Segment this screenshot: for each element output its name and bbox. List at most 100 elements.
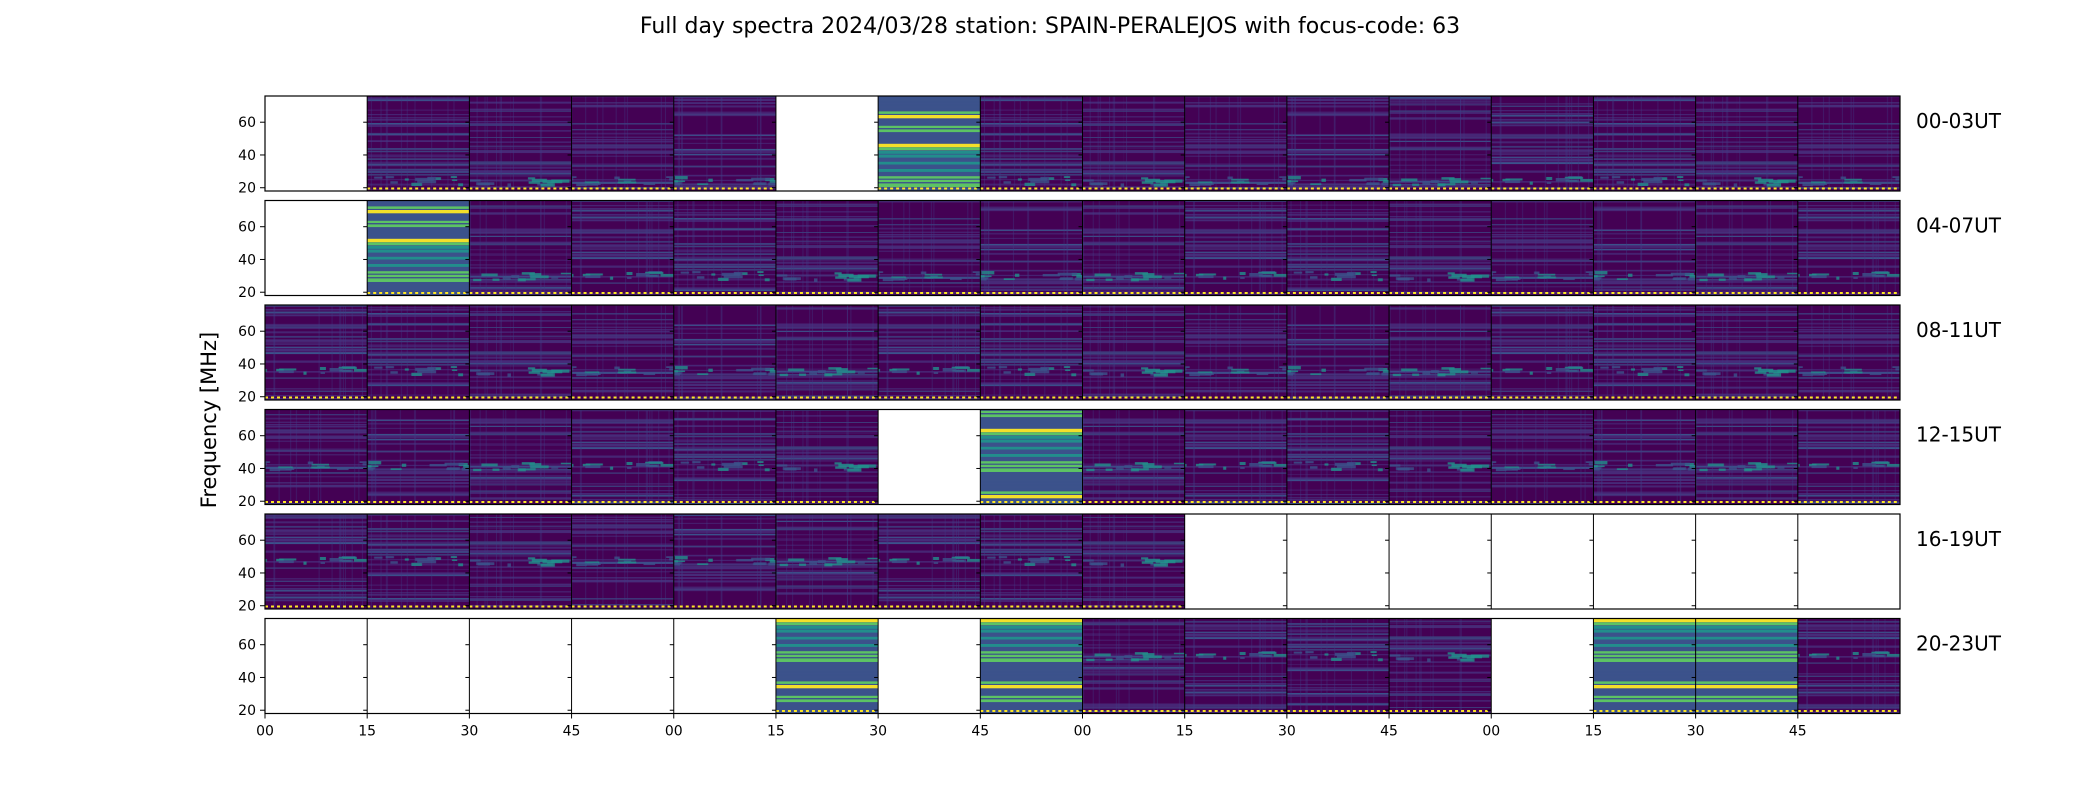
- spectrum-panel-empty: [775, 96, 879, 191]
- y-tick-label: 40: [238, 357, 256, 373]
- row-16-19ut: 20 40 60 16-19UT: [238, 513, 2002, 615]
- spectrum-panel-normal: [1797, 618, 1900, 714]
- spectrum-panel-empty: [367, 618, 470, 714]
- y-tick-label: 60: [238, 429, 256, 445]
- spectrum-panel-normal: [571, 305, 674, 400]
- y-tick-label: 40: [238, 566, 256, 582]
- spectrum-panel-strong: [878, 96, 981, 191]
- spectrum-panel-normal: [367, 96, 470, 191]
- spectrum-panel-normal: [1082, 200, 1185, 296]
- spectrum-panel-empty: [1491, 514, 1594, 609]
- spectrum-panel-normal: [980, 200, 1083, 296]
- spectrum-panel-normal: [367, 514, 470, 609]
- spectrum-panel-normal: [1389, 409, 1492, 505]
- spectrum-panel-normal: [775, 305, 879, 400]
- y-tick-label: 20: [238, 390, 256, 406]
- spectrum-panel-empty: [878, 409, 981, 505]
- spectrum-panel-empty: [571, 618, 674, 714]
- spectrum-panel-normal: [1593, 305, 1696, 400]
- spectrum-panel-normal: [469, 200, 572, 296]
- row-frame: [264, 304, 1901, 401]
- spectrum-panel-normal: [1082, 514, 1185, 609]
- spectrum-panel-normal: [1389, 618, 1492, 714]
- row-label: 00-03UT: [1916, 109, 2002, 133]
- row-label: 12-15UT: [1916, 423, 2002, 447]
- spectrum-panel-empty: [1797, 514, 1900, 609]
- spectrum-panel-normal: [980, 96, 1083, 191]
- spectrum-panel-normal: [878, 514, 981, 609]
- spectrum-panel-empty: [673, 618, 776, 714]
- spectrum-panel-normal: [367, 305, 470, 400]
- spectrum-panel-normal: [1389, 96, 1492, 191]
- spectrum-panel-normal: [1286, 409, 1390, 505]
- x-tick-label: 15: [358, 724, 376, 740]
- spectrum-panel-normal: [265, 409, 368, 505]
- spectrum-panel-normal: [1593, 409, 1696, 505]
- spectrum-panel-normal: [1593, 96, 1696, 191]
- spectrum-panel-normal: [1797, 305, 1900, 400]
- x-tick-label: 30: [1278, 724, 1296, 740]
- y-tick-label: 40: [238, 148, 256, 164]
- spectrum-panel-empty: [1491, 618, 1594, 714]
- figure-title: Full day spectra 2024/03/28 station: SPA…: [640, 14, 1460, 39]
- spectrum-panel-empty: [1389, 514, 1492, 609]
- row-label: 16-19UT: [1916, 527, 2002, 551]
- spectrum-panel-normal: [469, 409, 572, 505]
- row-label: 04-07UT: [1916, 214, 2002, 238]
- spectrum-panel-normal: [878, 200, 981, 296]
- spectrum-panel-normal: [1184, 305, 1287, 400]
- spectrum-panel-normal: [1695, 409, 1798, 505]
- spectrum-panel-normal: [469, 514, 572, 609]
- spectrum-panel-strong: [367, 200, 470, 296]
- y-tick-label: 60: [238, 324, 256, 340]
- row-label: 08-11UT: [1916, 318, 2002, 342]
- y-tick-label: 20: [238, 181, 256, 197]
- spectrum-panel-normal: [265, 514, 368, 609]
- spectrum-panel-normal: [775, 200, 879, 296]
- x-tick-label: 15: [1176, 724, 1194, 740]
- spectrum-panel-normal: [1082, 305, 1185, 400]
- spectrum-panel-normal: [1389, 305, 1492, 400]
- spectrum-panel-normal: [1286, 618, 1390, 714]
- spectrum-panel-normal: [673, 305, 776, 400]
- x-tick-label: 45: [1380, 724, 1398, 740]
- row-08-11ut: 20 40 60 08-11UT: [238, 304, 2002, 406]
- x-tick-label: 00: [665, 724, 683, 740]
- spectrum-panel-normal: [673, 409, 776, 505]
- x-tick-label: 30: [460, 724, 478, 740]
- spectrum-panel-normal: [775, 409, 879, 505]
- row-frame: [264, 95, 1901, 192]
- spectrum-panel-normal: [673, 514, 776, 609]
- y-axis-label: Frequency [MHz]: [197, 332, 221, 508]
- y-tick-label: 20: [238, 285, 256, 301]
- spectrum-panel-normal: [1082, 96, 1185, 191]
- spectrum-panel-normal: [1491, 305, 1594, 400]
- spectrum-panel-empty: [265, 96, 368, 191]
- spectrum-panel-strong: [775, 618, 879, 714]
- x-tick-label: 45: [563, 724, 581, 740]
- x-tick-label: 00: [1482, 724, 1500, 740]
- y-tick-label: 20: [238, 599, 256, 615]
- spectrum-panel-normal: [1797, 96, 1900, 191]
- spectrum-panel-normal: [673, 200, 776, 296]
- x-tick-label: 45: [1789, 724, 1807, 740]
- x-tick-label: 30: [1687, 724, 1705, 740]
- spectrum-panel-normal: [980, 305, 1083, 400]
- spectrum-panel-normal: [1491, 409, 1594, 505]
- x-axis: 00 15 30 45 00 15 30 45 00 15 30 45 00 15 30 45: [256, 713, 1807, 740]
- spectrum-panel-strong: [980, 409, 1083, 505]
- spectrum-panel-normal: [673, 96, 776, 191]
- spectrum-panel-empty: [265, 200, 368, 296]
- row-12-15ut: 20 40 60 12-15UT: [238, 408, 2002, 510]
- spectrum-panel-normal: [1695, 200, 1798, 296]
- spectrum-panel-normal: [571, 409, 674, 505]
- spectrum-panel-empty: [1184, 514, 1287, 609]
- row-04-07ut: 20 40 60 04-07UT: [238, 199, 2002, 301]
- x-tick-label: 45: [971, 724, 989, 740]
- spectrum-panel-normal: [469, 96, 572, 191]
- x-tick-label: 00: [1074, 724, 1092, 740]
- spectrum-panel-normal: [1695, 305, 1798, 400]
- spectrum-panel-normal: [1695, 96, 1798, 191]
